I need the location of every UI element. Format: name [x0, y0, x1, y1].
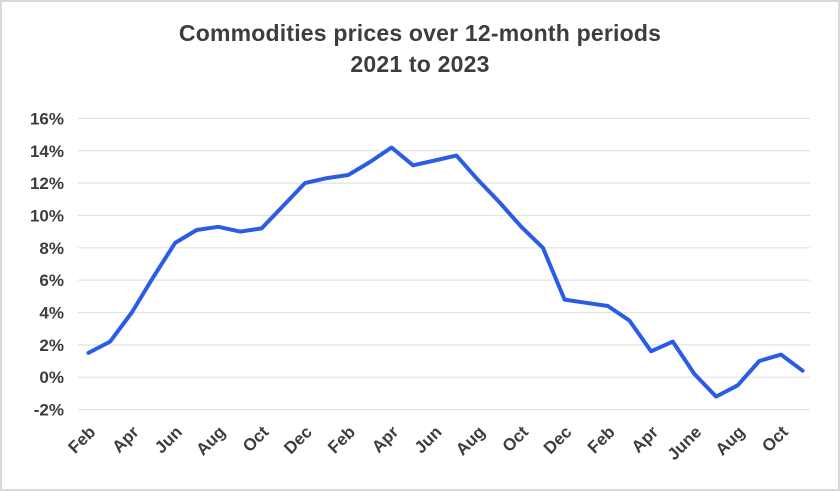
y-axis-label-14: 14%	[30, 142, 64, 161]
y-axis-label-16: 16%	[30, 109, 64, 128]
y-axis-label-10: 10%	[30, 206, 64, 225]
x-axis-label-9-aug: Aug	[452, 422, 489, 459]
chart-title: Commodities prices over 12-month periods…	[2, 18, 838, 80]
chart-title-line1: Commodities prices over 12-month periods	[178, 20, 662, 46]
x-axis-label-14-june: June	[664, 422, 705, 463]
y-axis-label-6: 6%	[39, 271, 64, 290]
x-axis-label-16-oct: Oct	[758, 422, 792, 456]
x-axis-label-15-aug: Aug	[712, 422, 749, 459]
x-axis-label-11-dec: Dec	[540, 422, 575, 457]
x-axis-label-12-feb: Feb	[584, 422, 619, 457]
x-axis-label-6-feb: Feb	[324, 422, 359, 457]
x-axis-label-5-dec: Dec	[280, 422, 315, 457]
x-axis-label-1-apr: Apr	[108, 422, 142, 456]
chart-title-line2: 2021 to 2023	[350, 51, 490, 77]
x-axis-label-10-oct: Oct	[499, 422, 533, 456]
y-axis-label-12: 12%	[30, 174, 64, 193]
series-commodities-line	[86, 145, 805, 399]
y-axis-label-4: 4%	[39, 304, 64, 323]
y-axis-label-8: 8%	[39, 239, 64, 258]
x-axis-label-8-jun: Jun	[411, 422, 446, 457]
y-axis-label-2: 2%	[39, 336, 64, 355]
y-axis-label--2: -2%	[34, 401, 64, 420]
x-axis-label-13-apr: Apr	[628, 422, 662, 456]
x-axis-label-3-aug: Aug	[192, 422, 229, 459]
x-axis-label-7-apr: Apr	[368, 422, 402, 456]
x-axis-label-4-oct: Oct	[239, 422, 273, 456]
x-axis-label-2-jun: Jun	[151, 422, 186, 457]
x-axis-label-0-feb: Feb	[65, 422, 100, 457]
y-axis-label-0: 0%	[39, 368, 64, 387]
